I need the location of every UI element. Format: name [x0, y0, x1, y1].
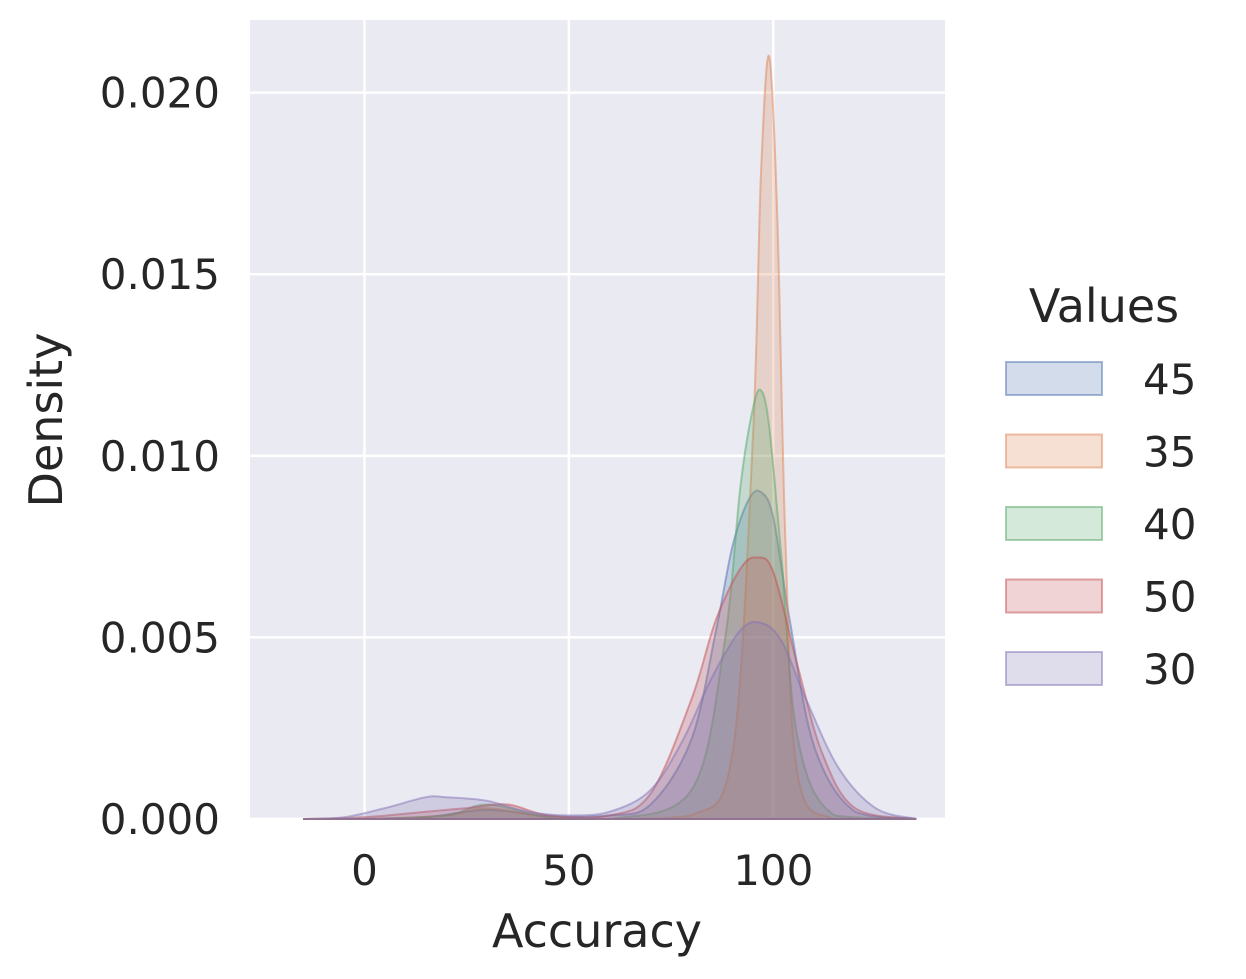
legend-swatch-35 — [1005, 433, 1103, 469]
y-tick-label-3: 0.015 — [100, 250, 220, 299]
x-tick-label-0: 0 — [351, 846, 378, 895]
legend-title: Values — [1029, 279, 1179, 333]
x-axis-label: Accuracy — [492, 904, 702, 958]
x-tick-labels: 0 50 100 — [351, 846, 813, 895]
y-tick-label-4: 0.020 — [100, 69, 220, 118]
density-area-30 — [303, 621, 917, 820]
legend-label-30: 30 — [1143, 645, 1196, 694]
y-axis-label: Density — [19, 333, 73, 508]
legend-label-45: 45 — [1143, 355, 1196, 404]
y-tick-label-1: 0.005 — [100, 613, 220, 662]
y-tick-labels: 0.000 0.005 0.010 0.015 0.020 — [100, 69, 220, 844]
legend-swatch-45 — [1005, 361, 1103, 396]
legend-label-35: 35 — [1143, 428, 1196, 477]
x-tick-label-2: 100 — [733, 846, 813, 895]
density-areas — [303, 54, 917, 821]
plot-background — [250, 20, 945, 819]
density-area-40 — [303, 388, 917, 821]
legend: Values 45 35 40 50 30 — [1005, 279, 1196, 694]
legend-swatch-30 — [1005, 651, 1103, 686]
y-tick-label-2: 0.010 — [100, 432, 220, 481]
legend-swatch-40 — [1005, 506, 1103, 541]
x-tick-label-1: 50 — [542, 846, 595, 895]
legend-label-40: 40 — [1143, 500, 1196, 549]
y-tick-label-0: 0.000 — [100, 795, 220, 844]
legend-label-50: 50 — [1143, 573, 1196, 622]
legend-swatch-50 — [1005, 578, 1103, 614]
